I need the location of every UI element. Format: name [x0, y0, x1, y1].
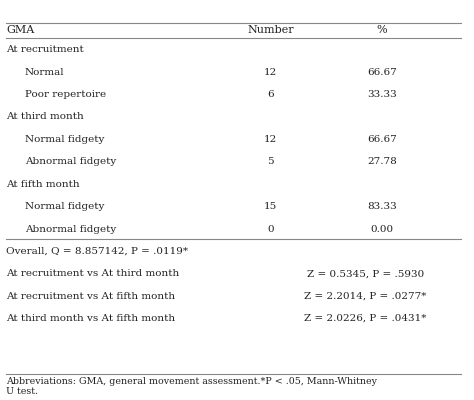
Text: 12: 12	[264, 68, 277, 77]
Text: 66.67: 66.67	[367, 135, 397, 144]
Text: 12: 12	[264, 135, 277, 144]
Text: Z = 2.2014, P = .0277*: Z = 2.2014, P = .0277*	[304, 292, 427, 301]
Text: At third month vs At fifth month: At third month vs At fifth month	[6, 314, 175, 323]
Text: 0.00: 0.00	[370, 224, 393, 234]
Text: At third month: At third month	[6, 112, 84, 122]
Text: Abnormal fidgety: Abnormal fidgety	[25, 224, 116, 234]
Text: Abbreviations: GMA, general movement assessment.*P < .05, Mann-Whitney
U test.: Abbreviations: GMA, general movement ass…	[6, 377, 377, 396]
Text: 83.33: 83.33	[367, 202, 397, 211]
Text: %: %	[376, 25, 387, 35]
Text: Normal fidgety: Normal fidgety	[25, 202, 104, 211]
Text: GMA: GMA	[6, 25, 34, 35]
Text: 15: 15	[264, 202, 277, 211]
Text: Poor repertoire: Poor repertoire	[25, 90, 106, 99]
Text: Normal fidgety: Normal fidgety	[25, 135, 104, 144]
Text: Number: Number	[247, 25, 294, 35]
Text: Overall, Q = 8.857142, P = .0119*: Overall, Q = 8.857142, P = .0119*	[6, 247, 188, 256]
Text: At fifth month: At fifth month	[6, 180, 80, 189]
Text: Z = 0.5345, P = .5930: Z = 0.5345, P = .5930	[307, 269, 424, 278]
Text: Z = 2.0226, P = .0431*: Z = 2.0226, P = .0431*	[304, 314, 427, 323]
Text: 27.78: 27.78	[367, 157, 397, 166]
Text: At recruitment vs At fifth month: At recruitment vs At fifth month	[6, 292, 175, 301]
Text: 66.67: 66.67	[367, 68, 397, 77]
Text: Abnormal fidgety: Abnormal fidgety	[25, 157, 116, 166]
Text: At recruitment vs At third month: At recruitment vs At third month	[6, 269, 179, 278]
Text: At recruitment: At recruitment	[6, 45, 84, 54]
Text: 6: 6	[267, 90, 274, 99]
Text: 0: 0	[267, 224, 274, 234]
Text: 33.33: 33.33	[367, 90, 397, 99]
Text: 5: 5	[267, 157, 274, 166]
Text: Normal: Normal	[25, 68, 64, 77]
